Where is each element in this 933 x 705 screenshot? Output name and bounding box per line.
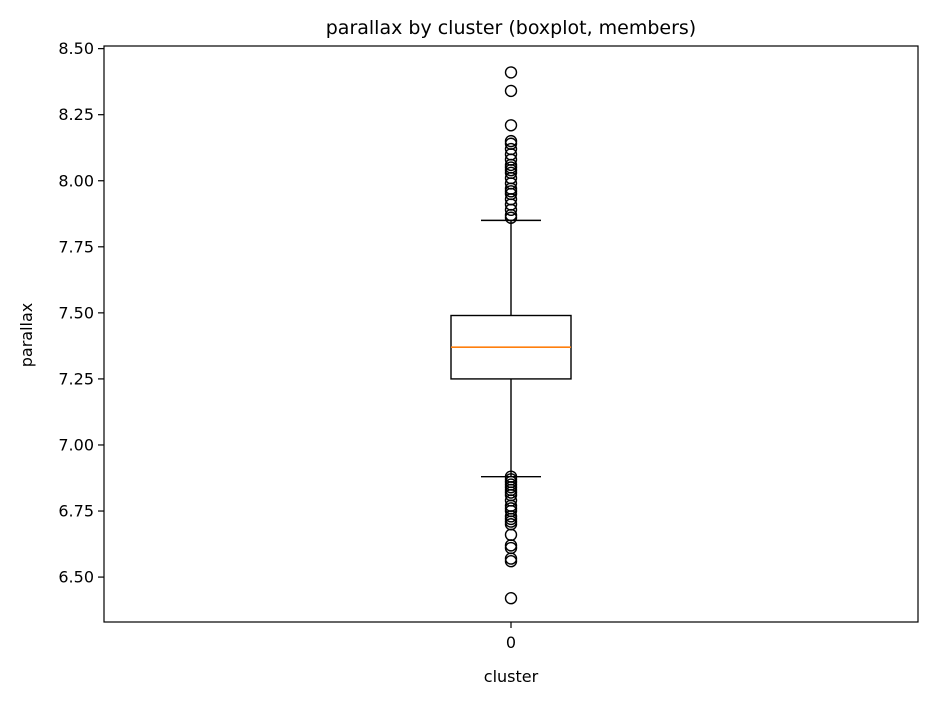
y-tick-label: 8.50 xyxy=(58,39,94,58)
outlier-point xyxy=(504,541,518,555)
axis-layer: 6.50 6.75 7.00 7.25 7.50 7.75 8.00 8.25 8.50 0 xyxy=(58,39,919,652)
y-tick-label: 7.25 xyxy=(58,369,94,388)
outlier-point xyxy=(504,592,518,605)
y-tick-label: 8.00 xyxy=(58,171,94,190)
plot-frame xyxy=(103,45,919,623)
y-tick-label: 7.50 xyxy=(58,303,94,322)
y-tick-label: 6.50 xyxy=(58,568,94,587)
y-tick-label: 8.25 xyxy=(58,105,94,124)
plot-layer xyxy=(450,66,572,605)
outlier-point xyxy=(504,119,518,132)
y-tick-label: 7.00 xyxy=(58,435,94,454)
outlier-point xyxy=(504,528,518,542)
outlier-point xyxy=(504,203,518,217)
y-axis-label: parallax xyxy=(17,303,36,368)
outlier-point xyxy=(504,552,518,565)
x-axis-label: cluster xyxy=(484,667,539,686)
y-tick-label: 6.75 xyxy=(58,502,94,521)
outlier-point xyxy=(504,555,518,568)
outlier-point xyxy=(504,539,518,552)
x-tick-label: 0 xyxy=(506,633,516,652)
outlier-point xyxy=(504,84,518,98)
chart-title: parallax by cluster (boxplot, members) xyxy=(326,17,696,39)
y-tick-label: 7.75 xyxy=(58,237,94,256)
outlier-point xyxy=(504,211,518,224)
outlier-point xyxy=(504,66,518,79)
